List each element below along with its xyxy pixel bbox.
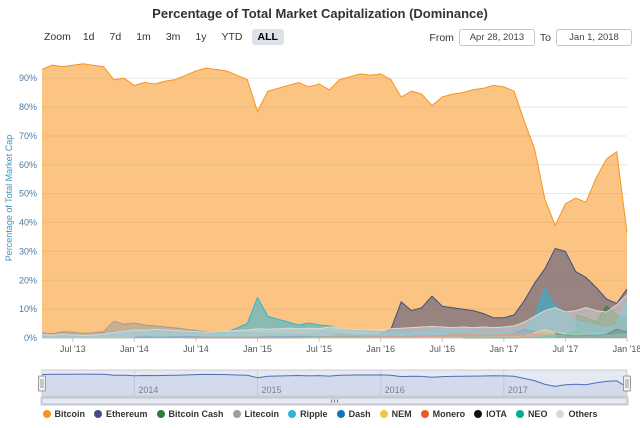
svg-text:Jan '17: Jan '17 — [489, 344, 518, 354]
neo-legend-dot-icon — [515, 410, 524, 418]
date-range-group: From To — [429, 29, 632, 46]
zoom-1m-button[interactable]: 1m — [136, 31, 151, 43]
svg-text:Jan '14: Jan '14 — [120, 344, 149, 354]
monero-legend-dot-icon — [420, 410, 429, 418]
legend-label: NEO — [527, 409, 548, 419]
chart-plot-area[interactable]: Percentage of Total Market Cap 0% 10% 20% 3… — [0, 46, 640, 362]
legend-label: Ripple — [300, 409, 328, 419]
legend-item-litecoin[interactable]: Litecoin — [232, 409, 280, 419]
zoom-button-group: Zoom 1d 7d 1m 3m 1y YTD ALL — [44, 29, 284, 45]
series-area-bitcoin — [41, 63, 628, 339]
svg-text:Jul '13: Jul '13 — [60, 344, 86, 354]
zoom-all-button[interactable]: ALL — [251, 29, 284, 45]
series-area-others — [41, 294, 628, 338]
to-label: To — [539, 31, 551, 44]
legend-label: Ethereum — [106, 409, 148, 419]
legend-item-dash[interactable]: Dash — [336, 409, 371, 419]
svg-text:10%: 10% — [19, 304, 37, 314]
zoom-7d-button[interactable]: 7d — [109, 31, 122, 43]
legend-item-ethereum[interactable]: Ethereum — [94, 409, 148, 419]
zoom-label: Zoom — [44, 31, 71, 43]
legend-item-iota[interactable]: IOTA — [474, 409, 507, 419]
legend-item-others[interactable]: Others — [556, 409, 597, 419]
svg-text:0%: 0% — [24, 333, 37, 343]
iota-legend-dot-icon — [474, 410, 483, 418]
legend: Bitcoin Ethereum Bitcoin Cash Litecoin Rippl… — [0, 409, 640, 419]
legend-label: Bitcoin — [54, 409, 86, 419]
legend-item-bitcoin[interactable]: Bitcoin — [42, 409, 86, 419]
svg-text:2016: 2016 — [385, 385, 405, 395]
legend-label: NEM — [391, 409, 412, 419]
svg-text:20%: 20% — [19, 275, 37, 285]
navigator[interactable]: 2014 2015 2016 2017 — [0, 368, 640, 408]
chart-toolbar: Zoom 1d 7d 1m 3m 1y YTD ALL From To — [44, 29, 632, 49]
navigator-selected-range[interactable] — [41, 369, 628, 397]
legend-label: IOTA — [486, 409, 507, 419]
svg-text:Jul '15: Jul '15 — [306, 344, 332, 354]
bitcoin-legend-dot-icon — [42, 410, 51, 418]
legend-item-nem[interactable]: NEM — [379, 409, 412, 419]
svg-text:Jan '16: Jan '16 — [366, 344, 395, 354]
zoom-ytd-button[interactable]: YTD — [221, 31, 243, 43]
others-legend-dot-icon — [556, 410, 565, 418]
navigator-handle-right[interactable] — [623, 375, 631, 392]
legend-item-neo[interactable]: NEO — [515, 409, 548, 419]
legend-label: Dash — [348, 409, 371, 419]
y-axis-title: Percentage of Total Market Cap — [4, 135, 14, 261]
svg-text:80%: 80% — [19, 102, 37, 112]
svg-text:Jul '14: Jul '14 — [183, 344, 209, 354]
svg-text:Jan '15: Jan '15 — [243, 344, 272, 354]
zoom-3m-button[interactable]: 3m — [165, 31, 181, 43]
to-date-input[interactable] — [556, 29, 632, 46]
svg-text:60%: 60% — [19, 160, 37, 170]
from-label: From — [429, 31, 454, 44]
svg-text:2015: 2015 — [262, 385, 282, 395]
navigator-handle-left[interactable] — [38, 375, 46, 392]
legend-label: Monero — [432, 409, 466, 419]
svg-text:2017: 2017 — [508, 385, 528, 395]
svg-text:Jul '16: Jul '16 — [429, 344, 455, 354]
bitcoin-cash-legend-dot-icon — [156, 410, 165, 418]
legend-label: Bitcoin Cash — [168, 409, 224, 419]
legend-item-monero[interactable]: Monero — [420, 409, 466, 419]
svg-text:90%: 90% — [19, 73, 37, 83]
legend-label: Others — [568, 409, 598, 419]
nem-legend-dot-icon — [379, 410, 388, 418]
zoom-1d-button[interactable]: 1d — [82, 31, 95, 43]
svg-text:2014: 2014 — [138, 385, 158, 395]
svg-text:70%: 70% — [19, 131, 37, 141]
dash-legend-dot-icon — [336, 410, 345, 418]
legend-label: Litecoin — [244, 409, 280, 419]
chart-title: Percentage of Total Market Capitalizatio… — [152, 6, 488, 21]
legend-item-bitcoin-cash[interactable]: Bitcoin Cash — [156, 409, 224, 419]
svg-text:Jul '17: Jul '17 — [553, 344, 579, 354]
ripple-legend-dot-icon — [288, 410, 297, 418]
from-date-input[interactable] — [458, 29, 535, 46]
svg-text:30%: 30% — [19, 246, 37, 256]
svg-text:40%: 40% — [19, 218, 37, 228]
zoom-1y-button[interactable]: 1y — [195, 31, 207, 43]
svg-text:50%: 50% — [19, 189, 37, 199]
svg-text:Jan '18: Jan '18 — [613, 344, 640, 354]
legend-item-ripple[interactable]: Ripple — [288, 409, 328, 419]
ethereum-legend-dot-icon — [94, 410, 103, 418]
litecoin-legend-dot-icon — [232, 410, 241, 418]
